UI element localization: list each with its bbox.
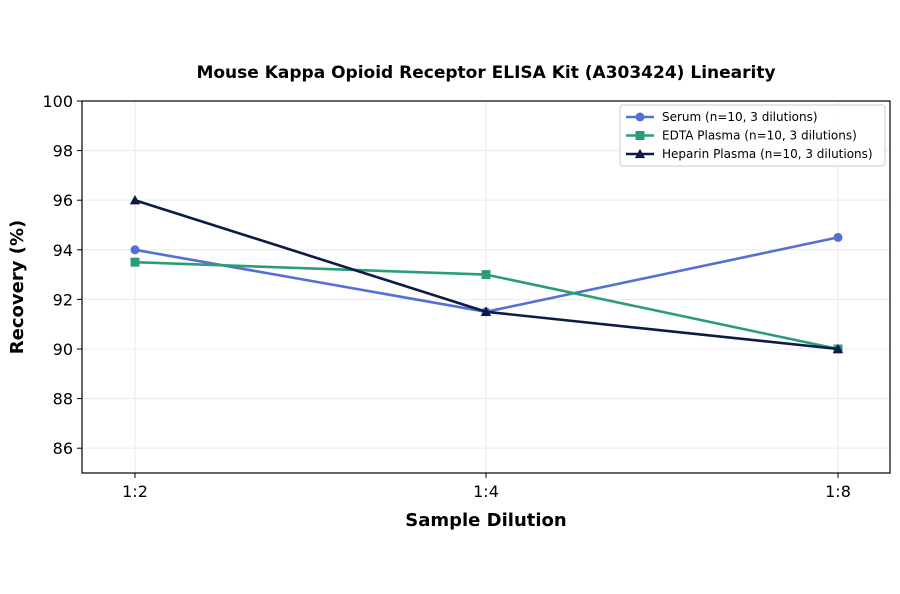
y-tick-label: 92 [53,290,73,309]
y-axis-ticks: 86 88 90 92 94 96 98 100 [42,92,82,458]
legend-label: EDTA Plasma (n=10, 3 dilutions) [662,129,857,143]
series-2 [129,195,844,354]
data-point [832,343,844,354]
y-tick-label: 88 [53,390,73,409]
chart-title: Mouse Kappa Opioid Receptor ELISA Kit (A… [196,63,775,83]
data-point [480,306,492,316]
legend-item: EDTA Plasma (n=10, 3 dilutions) [626,129,857,143]
y-tick-label: 90 [53,340,73,359]
y-tick-label: 100 [42,92,73,111]
legend-swatch-marker [634,148,646,159]
data-point [129,195,141,205]
data-point [481,270,491,280]
y-axis-label: Recovery (%) [7,220,28,354]
y-tick-label: 86 [53,439,73,458]
x-tick-label: 1:2 [122,482,148,501]
legend-item: Serum (n=10, 3 dilutions) [626,110,818,124]
x-tick-label: 1:8 [825,482,851,501]
y-tick-label: 98 [53,142,73,161]
legend-box [619,104,886,167]
x-axis-label: Sample Dilution [405,510,566,531]
x-axis-ticks: 1:2 1:4 1:8 [122,473,851,501]
data-point [130,257,140,267]
series-layer [129,195,844,354]
y-tick-label: 94 [53,241,73,260]
legend-label: Heparin Plasma (n=10, 3 dilutions) [662,147,873,161]
legend-item: Heparin Plasma (n=10, 3 dilutions) [626,147,873,161]
data-point [833,232,843,242]
data-point [130,245,140,255]
legend-label: Serum (n=10, 3 dilutions) [662,110,818,124]
x-tick-label: 1:4 [473,482,499,501]
legend-swatch-marker [635,131,645,140]
legend-swatch-marker [635,112,645,122]
y-tick-label: 96 [53,191,73,210]
legend: Serum (n=10, 3 dilutions) EDTA Plasma (n=… [619,104,886,167]
